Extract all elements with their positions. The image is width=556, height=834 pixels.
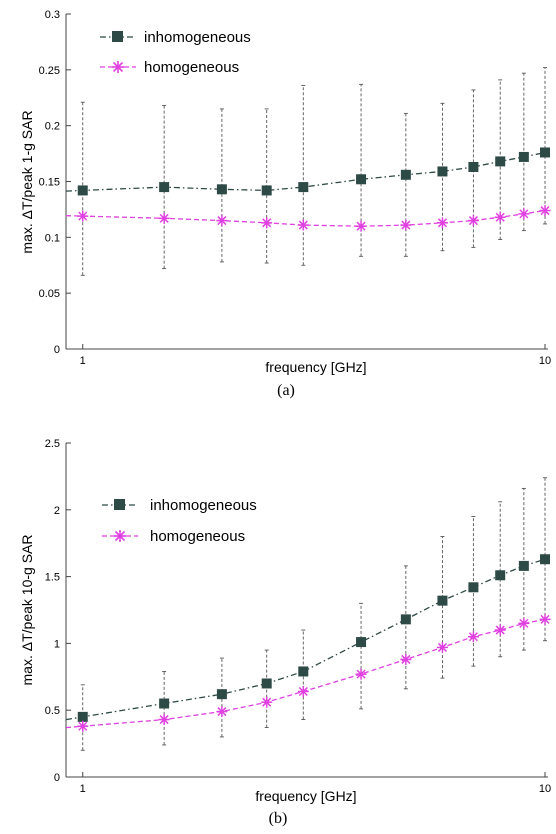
y-tick-label: 1.5: [45, 572, 60, 584]
marker-homogeneous: [467, 215, 479, 227]
marker-inhomogeneous: [298, 182, 309, 193]
marker-inhomogeneous: [77, 185, 88, 196]
chart-panel-b: 0 0.5 1 1.5 2 2.5 1 10 inhomogeneous homogeneo…: [19, 438, 551, 827]
marker-inhomogeneous: [518, 151, 529, 162]
marker-homogeneous: [216, 706, 228, 718]
x-tick-label: 10: [539, 783, 551, 795]
y-tick-label: 0.1: [45, 232, 60, 244]
marker-homogeneous: [436, 641, 448, 653]
marker-inhomogeneous: [495, 156, 506, 167]
marker-inhomogeneous: [468, 161, 479, 172]
x-ticks: 1 10: [80, 772, 551, 795]
y-ticks: 0 0.05 0.1 0.15 0.2 0.25 0.3: [39, 9, 71, 356]
legend: inhomogeneous homogeneous: [100, 29, 251, 76]
marker-inhomogeneous: [400, 614, 411, 625]
y-tick-label: 0.3: [45, 9, 60, 21]
marker-inhomogeneous: [518, 560, 529, 571]
data-markers: [77, 147, 551, 232]
legend-marker-inhomogeneous: [114, 499, 125, 510]
plot-area: [65, 14, 548, 350]
plot-area: [65, 443, 548, 778]
marker-inhomogeneous: [216, 689, 227, 700]
x-axis-title: frequency [GHz]: [265, 359, 366, 375]
legend-label-inhomogeneous: inhomogeneous: [144, 29, 251, 46]
marker-inhomogeneous: [356, 174, 367, 185]
marker-inhomogeneous: [159, 182, 170, 193]
marker-inhomogeneous: [495, 570, 506, 581]
marker-inhomogeneous: [216, 184, 227, 195]
y-ticks: 0 0.5 1 1.5 2 2.5: [45, 438, 71, 784]
marker-homogeneous: [77, 720, 89, 732]
marker-inhomogeneous: [540, 554, 551, 565]
y-tick-label: 0.5: [45, 705, 60, 717]
x-tick-label: 10: [539, 355, 551, 367]
marker-homogeneous: [467, 631, 479, 643]
legend-marker-homogeneous: [112, 61, 124, 73]
marker-homogeneous: [158, 714, 170, 726]
marker-homogeneous: [297, 219, 309, 231]
marker-inhomogeneous: [437, 595, 448, 606]
marker-homogeneous: [261, 217, 273, 229]
marker-inhomogeneous: [159, 698, 170, 709]
marker-homogeneous: [355, 668, 367, 680]
marker-homogeneous: [261, 696, 273, 708]
x-axis-title: frequency [GHz]: [255, 788, 356, 804]
marker-inhomogeneous: [437, 166, 448, 177]
legend-label-inhomogeneous: inhomogeneous: [150, 497, 257, 514]
panel-caption-b: (b): [269, 810, 288, 827]
data-markers: [77, 554, 551, 732]
marker-homogeneous: [400, 653, 412, 665]
marker-homogeneous: [539, 205, 551, 217]
marker-inhomogeneous: [261, 678, 272, 689]
marker-inhomogeneous: [400, 169, 411, 180]
marker-homogeneous: [518, 617, 530, 629]
marker-homogeneous: [216, 215, 228, 227]
marker-homogeneous: [539, 613, 551, 625]
y-tick-label: 0.05: [39, 288, 60, 300]
y-tick-label: 0: [54, 772, 60, 784]
marker-homogeneous: [494, 624, 506, 636]
legend-marker-inhomogeneous: [112, 31, 123, 42]
marker-homogeneous: [436, 217, 448, 229]
y-axis-title: max. ΔT/peak 10-g SAR: [19, 535, 35, 686]
y-tick-label: 0: [54, 344, 60, 356]
x-tick-label: 1: [80, 355, 86, 367]
y-tick-label: 0.25: [39, 65, 60, 77]
y-tick-label: 1: [54, 638, 60, 650]
marker-homogeneous: [355, 220, 367, 232]
marker-homogeneous: [77, 210, 89, 222]
legend-marker-homogeneous: [114, 530, 126, 542]
y-tick-label: 2.5: [45, 438, 60, 450]
y-tick-label: 0.2: [45, 121, 60, 133]
y-tick-label: 0.15: [39, 177, 60, 189]
marker-inhomogeneous: [261, 185, 272, 196]
marker-inhomogeneous: [356, 637, 367, 648]
y-axis-title: max. ΔT/peak 1-g SAR: [19, 110, 35, 253]
error-bars: [80, 477, 548, 751]
x-tick-label: 1: [80, 783, 86, 795]
marker-inhomogeneous: [298, 666, 309, 677]
legend: inhomogeneous homogeneous: [102, 497, 257, 545]
marker-inhomogeneous: [77, 711, 88, 722]
panel-caption-a: (a): [277, 382, 295, 399]
y-tick-label: 2: [54, 505, 60, 517]
chart-panel-a: 0 0.05 0.1 0.15 0.2 0.25 0.3 1 10 inhomogeneous…: [19, 9, 551, 399]
legend-label-homogeneous: homogeneous: [150, 528, 245, 545]
marker-inhomogeneous: [540, 147, 551, 158]
marker-homogeneous: [400, 219, 412, 231]
marker-homogeneous: [518, 208, 530, 220]
marker-homogeneous: [158, 212, 170, 224]
marker-homogeneous: [297, 685, 309, 697]
x-ticks: 1 10: [80, 344, 551, 367]
marker-inhomogeneous: [468, 582, 479, 593]
legend-label-homogeneous: homogeneous: [144, 59, 239, 76]
marker-homogeneous: [494, 211, 506, 223]
